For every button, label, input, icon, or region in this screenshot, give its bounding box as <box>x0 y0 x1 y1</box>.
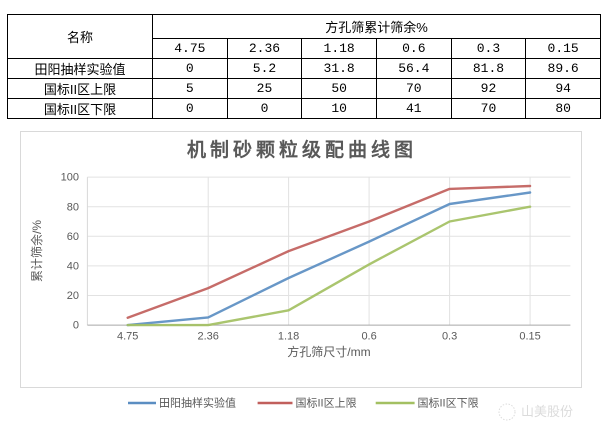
svg-text:100: 100 <box>61 172 79 184</box>
svg-text:0.15: 0.15 <box>519 331 540 343</box>
svg-text:田阳抽样实验值: 田阳抽样实验值 <box>159 396 236 410</box>
svg-text:1.18: 1.18 <box>278 331 299 343</box>
svg-text:60: 60 <box>67 231 79 243</box>
svg-text:山美股份: 山美股份 <box>521 404 573 419</box>
svg-text:0.3: 0.3 <box>442 331 457 343</box>
svg-text:累计筛余/%: 累计筛余/% <box>29 220 44 282</box>
svg-text:0.6: 0.6 <box>361 331 376 343</box>
svg-text:40: 40 <box>67 261 79 273</box>
svg-text:国标II区上限: 国标II区上限 <box>296 396 357 410</box>
svg-text:20: 20 <box>67 290 79 302</box>
svg-text:2.36: 2.36 <box>197 331 218 343</box>
svg-text:方孔筛尺寸/mm: 方孔筛尺寸/mm <box>287 344 370 359</box>
svg-text:国标II区下限: 国标II区下限 <box>418 396 479 410</box>
svg-text:4.75: 4.75 <box>117 331 138 343</box>
svg-text:80: 80 <box>67 201 79 213</box>
svg-text:0: 0 <box>73 320 79 332</box>
